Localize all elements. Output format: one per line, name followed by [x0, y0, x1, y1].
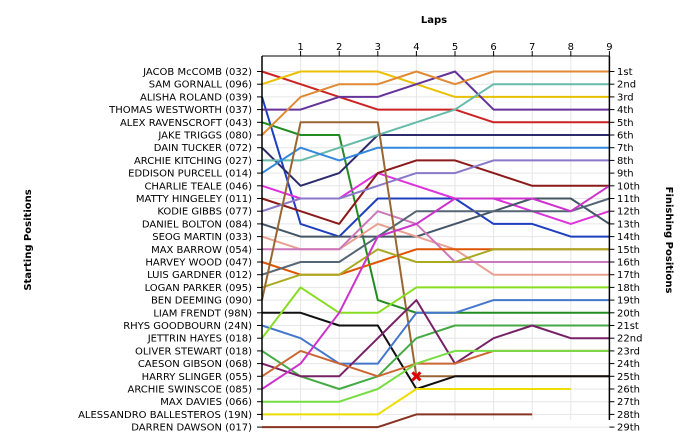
- start-label: HARRY SLINGER (055): [142, 372, 252, 383]
- start-label: CHARLIE TEALE (046): [144, 181, 252, 192]
- finish-label: 2nd: [617, 80, 636, 91]
- start-label: ALEX RAVENSCROFT (043): [120, 118, 252, 129]
- start-label: ALISHA ROLAND (039): [140, 92, 252, 103]
- series-line: [261, 299, 610, 378]
- axes: [257, 51, 615, 428]
- series-line: [261, 286, 610, 339]
- series-line: [261, 70, 610, 98]
- start-label: BEN DEEMING (090): [151, 296, 252, 307]
- start-label: LUIS GARDNER (012): [147, 270, 252, 281]
- series-line: [261, 134, 610, 187]
- retired-x-icon: [411, 371, 422, 382]
- finish-label: 22nd: [617, 334, 642, 345]
- start-label: SEOG MARTIN (033): [152, 232, 252, 243]
- lap-tick-label: 9: [606, 42, 612, 53]
- start-label: JETTRIN HAYES (018): [147, 334, 252, 345]
- finish-label: 18th: [617, 283, 640, 294]
- finish-label: 25th: [617, 372, 640, 383]
- series-line: [262, 413, 533, 429]
- y-axis-label-right: Finishing Positions: [663, 187, 674, 294]
- series-line: [261, 146, 610, 174]
- lap-tick-label: 1: [297, 42, 303, 53]
- series-line: [261, 184, 610, 390]
- finish-label: 13th: [617, 219, 640, 230]
- finish-label: 7th: [617, 143, 634, 154]
- finish-label: 14th: [617, 232, 640, 243]
- finish-label: 19th: [617, 296, 640, 307]
- lap-tick-label: 8: [568, 42, 574, 53]
- start-label: MAX BARROW (054): [151, 245, 252, 256]
- finish-label: 15th: [617, 245, 640, 256]
- finishing-position-labels: 1st2nd3rd4th5th6th7th8th9th10th11th12th1…: [617, 67, 642, 434]
- series-line: [262, 311, 610, 390]
- series-line: [262, 388, 571, 416]
- retirement-marker: [411, 371, 422, 382]
- start-label: ALESSANDRO BALLESTEROS (19N): [78, 410, 252, 421]
- finish-label: 8th: [617, 156, 634, 167]
- start-label: KODIE GIBBS (077): [157, 207, 252, 218]
- finish-label: 16th: [617, 258, 640, 269]
- finish-label: 9th: [617, 169, 634, 180]
- lap-tick-label: 5: [452, 42, 458, 53]
- y-axis-label-left: Starting Positions: [23, 189, 34, 290]
- finish-label: 29th: [617, 423, 640, 434]
- finish-label: 20th: [617, 308, 640, 319]
- start-label: MATTY HINGELEY (011): [136, 194, 252, 205]
- finish-label: 12th: [617, 207, 640, 218]
- series-line: [261, 248, 610, 289]
- start-label: CAESON GIBSON (068): [138, 359, 252, 370]
- start-label: ARCHIE KITCHING (027): [134, 156, 252, 167]
- series-line: [261, 96, 610, 238]
- finish-label: 17th: [617, 270, 640, 281]
- lap-tick-label: 2: [336, 42, 342, 53]
- series-line: [262, 210, 610, 263]
- chart-title: Laps: [421, 15, 447, 26]
- start-label: SAM GORNALL (096): [149, 80, 252, 91]
- finish-label: 21st: [617, 321, 639, 332]
- finish-label: 24th: [617, 359, 640, 370]
- starting-position-labels: JACOB McCOMB (032) SAM GORNALL (096)ALISH…: [78, 67, 252, 434]
- finish-label: 6th: [617, 131, 634, 142]
- series-line: [261, 70, 610, 136]
- start-label: ARCHIE SWINSCOE (085): [128, 385, 253, 396]
- finish-label: 28th: [617, 410, 640, 421]
- start-label: MAX DAVIES (066): [160, 397, 252, 408]
- start-label: DANIEL BOLTON (084): [142, 219, 252, 230]
- lap-tick-labels: 1 2 3 4 5 6 7 8 9: [297, 42, 612, 53]
- finish-label: 11th: [617, 194, 640, 205]
- finish-label: 5th: [617, 118, 634, 129]
- lap-tick-label: 3: [375, 42, 381, 53]
- start-label: EDDISON PURCELL (014): [128, 169, 252, 180]
- series-lines: [261, 70, 610, 429]
- series-line: [261, 159, 610, 225]
- start-label: JAKE TRIGGS (080): [157, 131, 252, 142]
- start-label: LOGAN PARKER (095): [145, 283, 253, 294]
- series-line: [261, 299, 610, 365]
- lap-tick-label: 4: [413, 42, 419, 53]
- start-label: RHYS GOODBOURN (24N): [123, 321, 252, 332]
- start-label: DARREN DAWSON (017): [131, 423, 252, 434]
- series-line: [261, 121, 610, 314]
- lap-tick-label: 6: [490, 42, 496, 53]
- start-label: DAIN TUCKER (072): [154, 143, 252, 154]
- start-label: THOMAS WESTWORTH (037): [108, 105, 252, 116]
- finish-label: 10th: [617, 181, 640, 192]
- finish-label: 3rd: [617, 92, 634, 103]
- series-line: [261, 159, 610, 213]
- finish-label: 4th: [617, 105, 634, 116]
- start-label: LIAM FRENDT (98N): [153, 308, 252, 319]
- start-label: JACOB McCOMB (032): [142, 67, 252, 78]
- start-label: OLIVER STEWART (018): [135, 346, 252, 357]
- start-label: HARVEY WOOD (047): [145, 258, 252, 269]
- finish-label: 23rd: [617, 346, 640, 357]
- series-line: [261, 197, 610, 238]
- lap-tick-label: 7: [529, 42, 535, 53]
- series-line: [262, 349, 610, 403]
- finish-label: 27th: [617, 397, 640, 408]
- finish-label: 1st: [617, 67, 633, 78]
- finish-label: 26th: [617, 385, 640, 396]
